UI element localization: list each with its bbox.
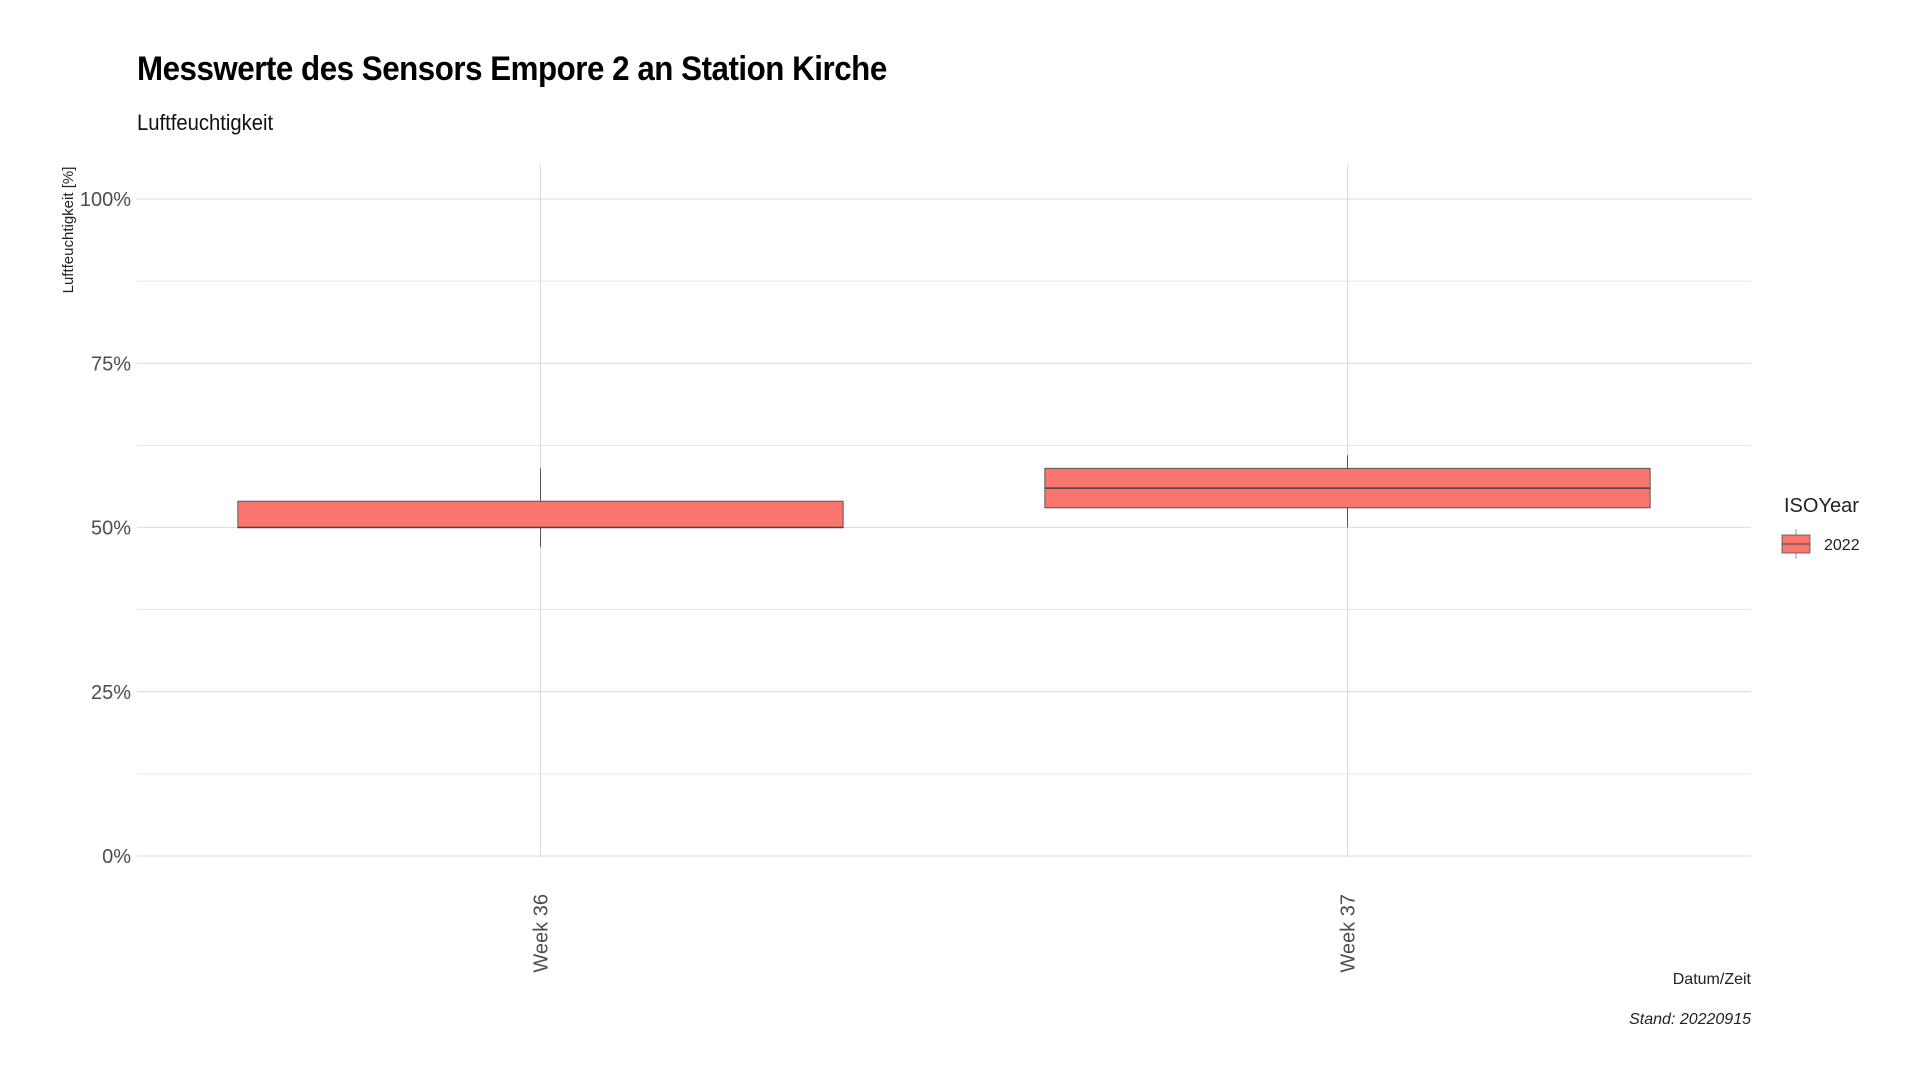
y-tick-label: 50% — [91, 518, 131, 540]
box-week-37 — [1044, 455, 1651, 528]
y-axis-ticks: 0% 25% 50% 75% 100% — [80, 189, 131, 868]
chart-title: Messwerte des Sensors Empore 2 an Statio… — [137, 50, 887, 88]
chart-subtitle: Luftfeuchtigkeit — [137, 110, 274, 135]
legend-entry-label: 2022 — [1824, 537, 1860, 554]
legend-title: ISOYear — [1784, 495, 1859, 517]
y-tick-label: 0% — [102, 846, 131, 868]
x-axis-ticks: Week 36 Week 37 — [531, 894, 1360, 973]
x-tick-label: Week 36 — [531, 894, 553, 973]
legend: ISOYear 2022 — [1781, 495, 1860, 559]
box-week-36 — [237, 468, 844, 548]
y-tick-label: 100% — [80, 189, 131, 211]
x-axis-label: Datum/Zeit — [1673, 971, 1752, 988]
box-body — [237, 500, 844, 529]
y-tick-label: 25% — [91, 682, 131, 704]
y-axis-label: Luftfeuchtigkeit [%] — [60, 167, 77, 294]
x-tick-label: Week 37 — [1338, 894, 1360, 973]
y-tick-label: 75% — [91, 353, 131, 375]
chart-caption: Stand: 20220915 — [1629, 1011, 1751, 1028]
boxplot-layer — [237, 455, 1651, 548]
